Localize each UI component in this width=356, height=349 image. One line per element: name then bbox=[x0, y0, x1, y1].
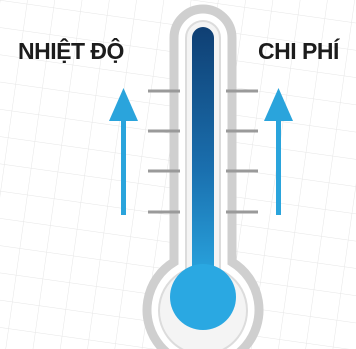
arrow-up-icon-left bbox=[109, 88, 138, 215]
thermometer-icon bbox=[142, 4, 264, 349]
label-cost: CHI PHÍ bbox=[258, 38, 339, 64]
mercury-column bbox=[192, 27, 214, 285]
scale-ticks bbox=[148, 89, 258, 214]
mercury-bulb bbox=[170, 264, 236, 330]
arrow-up-icon-right bbox=[264, 88, 293, 215]
label-temperature: NHIỆT ĐỘ bbox=[18, 38, 124, 64]
